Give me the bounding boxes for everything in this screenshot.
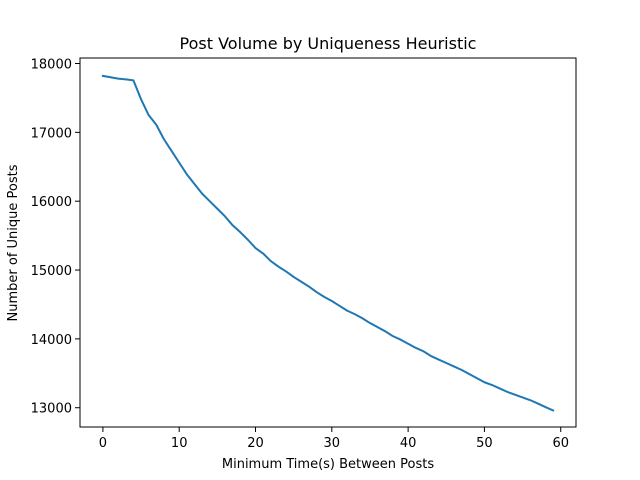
y-tick-label: 15000 bbox=[31, 264, 72, 279]
x-tick-label: 20 bbox=[247, 436, 264, 451]
y-tick-label: 16000 bbox=[31, 195, 72, 210]
y-tick-label: 18000 bbox=[31, 58, 72, 73]
x-tick-label: 0 bbox=[99, 436, 107, 451]
series-line-0 bbox=[101, 74, 555, 412]
x-tick-label: 50 bbox=[476, 436, 493, 451]
x-tick-label: 10 bbox=[171, 436, 188, 451]
x-tick-label: 60 bbox=[552, 436, 569, 451]
y-tick-label: 13000 bbox=[31, 402, 72, 417]
x-tick-label: 30 bbox=[324, 436, 341, 451]
x-axis-label: Minimum Time(s) Between Posts bbox=[222, 457, 434, 472]
plot-area: 0 10 20 30 40 50 60 13000 14000 15000 16000 17000 18… bbox=[31, 57, 577, 451]
y-tick-label: 17000 bbox=[31, 126, 72, 141]
x-tick-label: 40 bbox=[400, 436, 417, 451]
axes-frame bbox=[79, 57, 577, 428]
chart-title: Post Volume by Uniqueness Heuristic bbox=[180, 34, 477, 53]
y-tick-label: 14000 bbox=[31, 333, 72, 348]
y-axis-label: Number of Unique Posts bbox=[6, 164, 21, 321]
